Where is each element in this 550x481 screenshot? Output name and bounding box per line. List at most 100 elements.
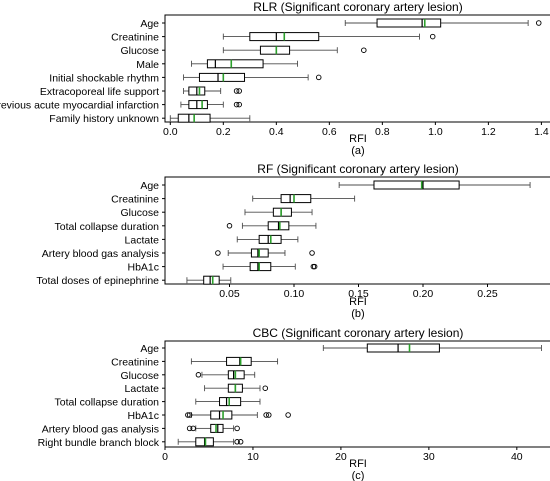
panel-c-x-axis-label: RFI bbox=[349, 458, 367, 470]
x-tick-label: 0.05 bbox=[219, 288, 240, 300]
outlier-point bbox=[234, 425, 240, 432]
iqr-box bbox=[280, 194, 312, 204]
outlier-point bbox=[195, 372, 202, 378]
outlier-point bbox=[429, 33, 436, 40]
panel-a-title: RLR (Significant coronary artery lesion) bbox=[253, 0, 462, 14]
outlier-point bbox=[262, 385, 269, 391]
outlier-point bbox=[535, 20, 542, 26]
category-label: Creatinine bbox=[111, 356, 159, 368]
category-label: HbA1c bbox=[127, 262, 159, 274]
category-label: Glucose bbox=[120, 207, 159, 219]
x-tick-label: 0.0 bbox=[163, 126, 178, 138]
box-4 bbox=[226, 221, 317, 231]
category-label: Age bbox=[140, 180, 159, 192]
x-tick-label: 1.2 bbox=[481, 126, 496, 138]
outlier-point bbox=[190, 425, 196, 432]
outlier-point bbox=[185, 412, 191, 418]
x-tick-label: 0.6 bbox=[322, 126, 337, 138]
category-label: Creatinine bbox=[111, 194, 159, 206]
x-tick-label: 0.10 bbox=[284, 288, 305, 300]
panel-c-caption: (c) bbox=[352, 470, 365, 481]
category-label: Artery blood gas analysis bbox=[42, 423, 159, 435]
box-3 bbox=[195, 370, 256, 380]
category-label: Age bbox=[140, 18, 159, 30]
iqr-box bbox=[210, 410, 233, 420]
panel-c-axes-frame bbox=[164, 340, 550, 448]
category-label: Right bundle branch block bbox=[38, 437, 160, 449]
outlier-point bbox=[285, 412, 291, 418]
iqr-box bbox=[210, 423, 224, 433]
box-6 bbox=[183, 86, 242, 96]
x-tick-label: 1.4 bbox=[534, 126, 549, 138]
box-2 bbox=[222, 32, 436, 42]
panel-a-caption: (a) bbox=[351, 145, 364, 157]
outlier-point bbox=[315, 74, 322, 81]
box-8 bbox=[186, 275, 232, 285]
category-label: Glucose bbox=[120, 370, 159, 382]
outlier-point bbox=[237, 439, 244, 445]
panel-b: RF (Significant coronary artery lesion) … bbox=[36, 162, 550, 320]
iqr-box bbox=[203, 275, 220, 285]
category-label: HbA1c bbox=[127, 410, 159, 422]
iqr-box bbox=[226, 356, 252, 366]
x-tick-label: 10 bbox=[247, 451, 259, 463]
box-1 bbox=[338, 180, 531, 190]
iqr-box bbox=[206, 59, 264, 69]
iqr-box bbox=[188, 100, 208, 110]
panel-a-x-ticks: 0.0 0.2 0.4 0.6 0.8 1.0 1.2 1.4 bbox=[163, 122, 549, 138]
panel-b-title: RF (Significant coronary artery lesion) bbox=[257, 162, 458, 176]
iqr-box bbox=[366, 343, 440, 353]
outlier-point bbox=[311, 263, 318, 270]
category-label: Previous acute myocardial infarction bbox=[0, 100, 159, 112]
iqr-box bbox=[259, 45, 291, 55]
iqr-box bbox=[376, 18, 442, 28]
panel-a: RLR (Significant coronary artery lesion)… bbox=[0, 0, 550, 157]
box-1 bbox=[344, 18, 542, 28]
category-label: Total collapse duration bbox=[55, 397, 160, 409]
iqr-box bbox=[272, 207, 292, 217]
outlier-point bbox=[266, 412, 272, 418]
iqr-box bbox=[198, 72, 246, 82]
outlier-point bbox=[236, 88, 242, 94]
panel-c: CBC (Significant coronary artery lesion)… bbox=[38, 326, 550, 481]
iqr-box bbox=[373, 180, 460, 190]
box-1 bbox=[322, 343, 542, 353]
outlier-point bbox=[263, 412, 269, 418]
outlier-point bbox=[186, 412, 193, 418]
panel-c-title: CBC (Significant coronary artery lesion) bbox=[253, 326, 464, 340]
category-label: Lactate bbox=[125, 383, 160, 395]
x-tick-label: 1.0 bbox=[428, 126, 443, 138]
box-4 bbox=[191, 59, 298, 69]
box-3 bbox=[244, 207, 313, 217]
outlier-point bbox=[233, 101, 240, 108]
outlier-point bbox=[215, 250, 221, 256]
iqr-box bbox=[219, 397, 242, 407]
panel-a-plot-area bbox=[169, 18, 542, 123]
category-label: Total doses of epinephrine bbox=[36, 275, 159, 287]
panel-b-x-ticks: 0.05 0.10 0.15 0.20 0.25 bbox=[219, 284, 498, 300]
box-3 bbox=[222, 45, 367, 55]
iqr-box bbox=[249, 262, 272, 272]
box-7 bbox=[180, 100, 242, 110]
x-tick-label: 0.20 bbox=[413, 288, 434, 300]
category-label: Male bbox=[136, 59, 159, 71]
x-tick-label: 20 bbox=[335, 451, 347, 463]
panel-b-x-axis-label: RFI bbox=[349, 296, 367, 308]
category-label: Total collapse duration bbox=[55, 221, 160, 233]
outlier-point bbox=[236, 101, 242, 108]
category-label: Glucose bbox=[120, 45, 159, 57]
x-tick-label: 30 bbox=[423, 451, 435, 463]
panel-c-plot-area bbox=[177, 343, 542, 447]
outlier-point bbox=[234, 439, 240, 445]
panel-c-x-ticks: 0 10 20 30 40 bbox=[162, 447, 523, 463]
panel-a-x-axis-label: RFI bbox=[349, 133, 367, 145]
box-5 bbox=[195, 397, 261, 407]
box-8 bbox=[177, 437, 244, 447]
box-4 bbox=[204, 383, 269, 393]
iqr-box bbox=[227, 370, 245, 380]
box-8 bbox=[169, 113, 251, 123]
outlier-point bbox=[233, 88, 240, 94]
